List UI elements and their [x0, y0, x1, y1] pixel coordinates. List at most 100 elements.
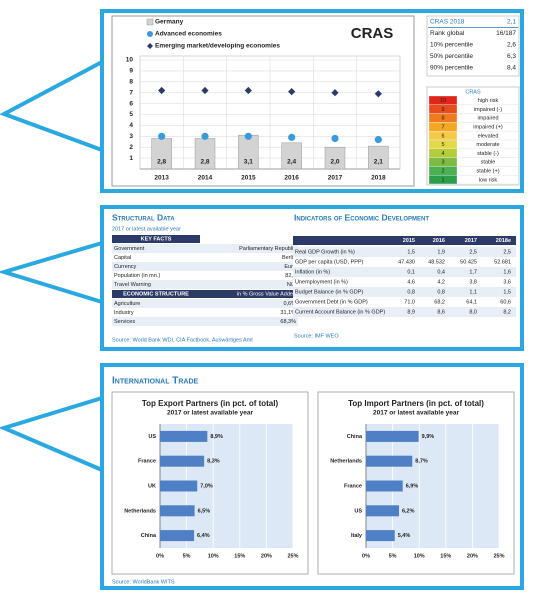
data-label: 6,5% — [198, 508, 211, 514]
cell: 48.532 — [428, 260, 445, 266]
x-tick-label: 20% — [261, 553, 272, 559]
table-row — [293, 267, 516, 277]
bar — [366, 505, 399, 517]
y-tick-label: China — [347, 434, 363, 440]
legend-swatch — [146, 18, 154, 26]
cell: 50.425 — [460, 260, 477, 266]
table-row — [293, 297, 516, 307]
data-label: 3,1 — [244, 159, 253, 166]
table-row — [112, 262, 298, 271]
chart-title: Top Import Partners (in pct. of total) — [348, 399, 484, 408]
column-header: 2015 — [403, 238, 415, 244]
scale-label: stable — [481, 160, 496, 166]
bar — [160, 505, 195, 517]
chart-title: Top Export Partners (in pct. of total) — [142, 399, 279, 408]
cell: 82,7 — [285, 273, 296, 279]
data-label: 8,9% — [210, 434, 223, 440]
x-tick-label: 0% — [362, 553, 370, 559]
scale-score: 6 — [441, 133, 444, 139]
data-label: 7,0% — [200, 483, 213, 489]
x-tick-label: 5% — [183, 553, 191, 559]
cell: 3,8 — [469, 280, 477, 286]
table-header — [112, 290, 298, 298]
data-label: 6,4% — [197, 533, 210, 539]
x-tick-label: 10% — [208, 553, 219, 559]
marker — [374, 135, 382, 144]
scale-score: 2 — [441, 168, 444, 174]
cell: 68,2 — [434, 300, 445, 306]
table-header-text: KEY FACTS — [141, 236, 172, 242]
y-tick-label: US — [148, 434, 156, 440]
scale-score: 3 — [441, 160, 444, 166]
x-tick-label: 5% — [389, 553, 397, 559]
table-row — [112, 244, 298, 253]
scale-label: stable (-) — [477, 151, 499, 157]
cell: 1,5 — [407, 250, 415, 256]
cell: 1,6 — [503, 270, 511, 276]
cell: 1,1 — [469, 290, 477, 296]
bar — [366, 430, 419, 442]
cell: 68,3% — [280, 319, 296, 325]
bar — [160, 480, 198, 492]
data-label: 2,4 — [287, 159, 296, 166]
summary-value: 2,6 — [507, 42, 516, 49]
source: Source: WorldBank WITS — [112, 579, 175, 585]
table-header — [293, 236, 516, 245]
x-tick-label: 15% — [440, 553, 451, 559]
y-tick-label: Italy — [351, 533, 363, 539]
marker — [158, 132, 166, 140]
scale-score: 8 — [441, 116, 444, 122]
legend-swatch — [147, 31, 153, 37]
chart-subtitle: 2017 or latest available year — [373, 410, 459, 417]
callout — [0, 241, 103, 304]
table-row — [112, 308, 298, 317]
cell: Berlin — [282, 255, 296, 261]
data-label: 8,7% — [415, 459, 428, 465]
marker — [288, 88, 296, 96]
cell: 0,6% — [283, 301, 296, 307]
x-tick-label: 25% — [287, 553, 298, 559]
source: Source: World Bank WDI, CIA Factbook, Au… — [112, 337, 253, 343]
section-subtitle: 2017 or latest available year — [112, 226, 181, 232]
cell: Agriculture — [114, 301, 140, 307]
chart-title: CRAS — [351, 25, 394, 42]
scale-score: 7 — [441, 124, 444, 130]
data-label: 5,4% — [398, 533, 411, 539]
legend-label: Germany — [155, 19, 184, 26]
x-tick-label: 0% — [156, 553, 164, 559]
scale-score: 5 — [441, 142, 444, 148]
cell: 31,1% — [280, 310, 296, 316]
marker — [244, 86, 252, 95]
scale-label: stable (+) — [476, 168, 499, 174]
cell: 8,6 — [437, 310, 445, 316]
scale-score: 4 — [441, 151, 444, 157]
cell: Travel Warning — [114, 282, 151, 288]
cell: 0,8 — [407, 290, 415, 296]
cell: 1,5 — [503, 290, 511, 296]
cell: 0,4 — [437, 270, 445, 276]
y-tick-label: France — [138, 459, 156, 465]
bar — [368, 145, 389, 170]
marker — [244, 132, 252, 140]
scale-score: 10 — [440, 98, 446, 104]
legend-swatch — [147, 43, 153, 49]
y-tick-label: 5 — [129, 111, 133, 118]
bar — [281, 142, 302, 170]
x-tick-label: 2017 — [328, 175, 343, 182]
row-label: Unemployment (in %) — [295, 280, 348, 286]
source: Source: IMF WEO — [294, 333, 339, 339]
summary-value: 8,4 — [507, 65, 516, 72]
cell: 47.430 — [398, 260, 415, 266]
chart-subtitle: 2017 or latest available year — [167, 410, 253, 417]
data-label: 8,3% — [207, 459, 220, 465]
summary-label: CRAS 2018 — [430, 19, 465, 26]
cell: Capital — [114, 255, 131, 261]
x-tick-label: 15% — [234, 553, 245, 559]
cell: Population (in mn.) — [114, 273, 160, 279]
marker — [374, 90, 382, 98]
y-tick-label: 4 — [129, 122, 133, 129]
table-row — [112, 271, 298, 280]
scale-score: 1 — [441, 177, 444, 183]
summary-value: 6,3 — [507, 53, 516, 60]
y-tick-label: 7 — [129, 89, 133, 96]
